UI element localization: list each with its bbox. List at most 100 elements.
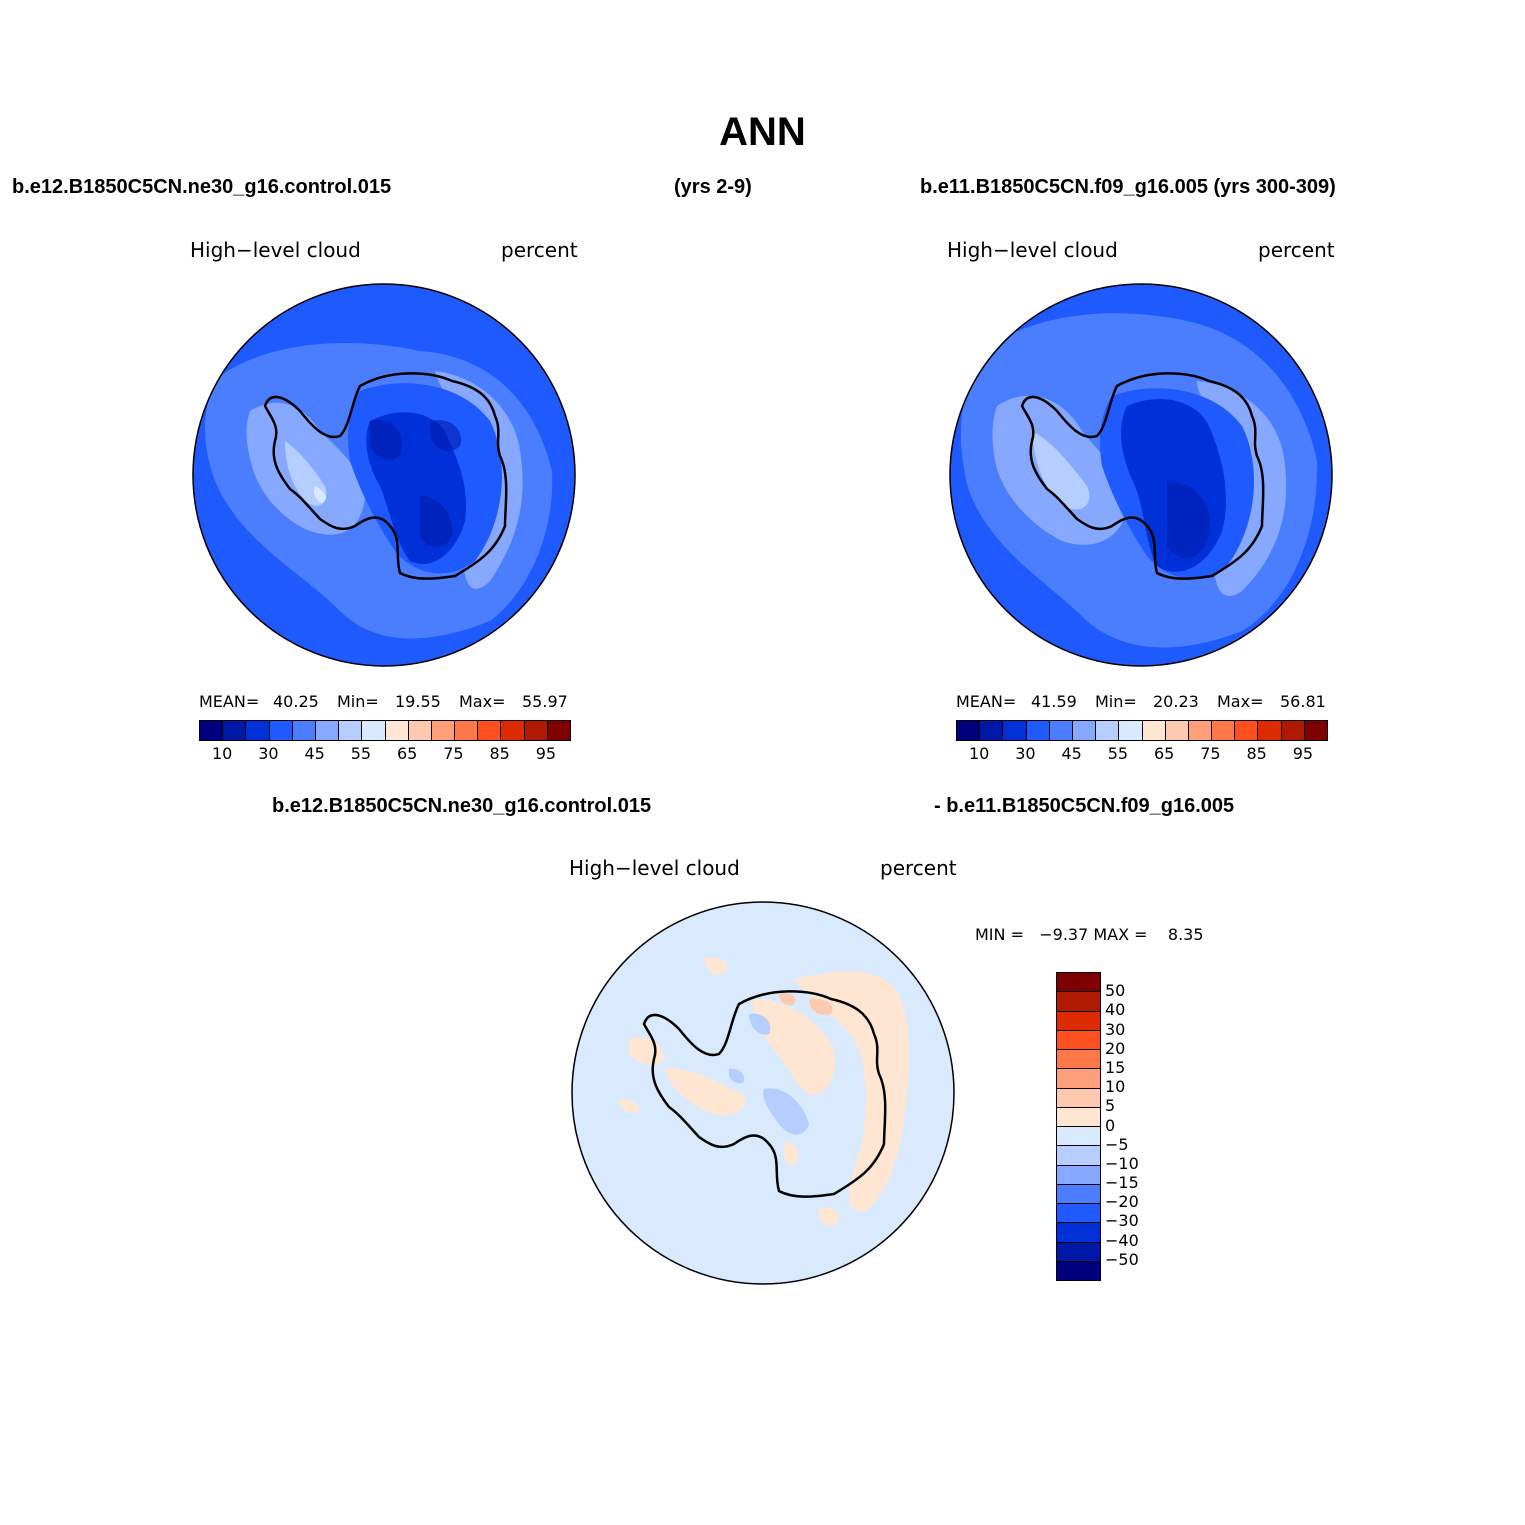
panel2-max-value: 56.81 — [1280, 692, 1326, 711]
diff-colorbar-tick-label: −15 — [1105, 1173, 1139, 1193]
colorbar-swatch — [1188, 721, 1213, 740]
colorbar-swatch — [385, 721, 409, 740]
colorbar-swatch — [1096, 721, 1120, 740]
panel1-units: percent — [501, 238, 578, 262]
colorbar-tick-label: 10 — [968, 744, 990, 763]
colorbar-swatch — [408, 721, 432, 740]
colorbar-tick-label: 55 — [350, 744, 372, 763]
diff-colorbar-swatch — [1057, 1261, 1100, 1280]
diff-colorbar-swatch — [1057, 1242, 1100, 1262]
diff-colorbar-tick-label: 40 — [1105, 1000, 1126, 1020]
map-panel-diff — [571, 901, 955, 1285]
colorbar-tick-label: 10 — [211, 744, 233, 763]
diff-colorbar-tick-label: 15 — [1105, 1057, 1126, 1077]
colorbar-tick-label: 75 — [443, 744, 464, 763]
diff-colorbar-swatch — [1057, 1050, 1100, 1070]
diff-case-right: - b.e11.B1850C5CN.f09_g16.005 — [934, 795, 1235, 817]
diff-colorbar-swatch — [1057, 973, 1100, 993]
diff-colorbar-swatch — [1057, 1223, 1100, 1243]
panel1-max-label: Max= — [459, 692, 506, 711]
colorbar-swatch — [1212, 721, 1236, 740]
diff-colorbar-tick-label: 20 — [1105, 1038, 1126, 1058]
colorbar-tick-label: 85 — [1246, 744, 1267, 763]
panel1-min-label: Min= — [337, 692, 379, 711]
diff-colorbar-tick-label: −30 — [1105, 1211, 1139, 1231]
colorbar-swatch — [223, 721, 247, 740]
colorbar-swatch — [200, 721, 224, 740]
diff-colorbar-tick-label: −10 — [1105, 1153, 1139, 1173]
case1-years: (yrs 2-9) — [674, 176, 752, 198]
diff-colorbar-tick-label: 50 — [1105, 981, 1126, 1001]
main-title: ANN — [719, 110, 806, 154]
diff-colorbar-tick-label: 5 — [1105, 1096, 1116, 1116]
diff-colorbar-swatch — [1057, 1165, 1100, 1185]
colorbar-swatch — [1026, 721, 1050, 740]
colorbar-swatch — [339, 721, 363, 740]
diff-colorbar-swatch — [1057, 1030, 1100, 1050]
colorbar-tick-label: 55 — [1107, 744, 1129, 763]
diff-units: percent — [880, 856, 957, 880]
colorbar-swatch — [524, 721, 548, 740]
colorbar-tick-label: 65 — [1153, 744, 1175, 763]
colorbar-tick-label: 95 — [1292, 744, 1314, 763]
case1-label: b.e12.B1850C5CN.ne30_g16.control.015 — [12, 176, 392, 198]
diff-colorbar-swatch — [1057, 1184, 1100, 1204]
colorbar-1 — [199, 720, 571, 741]
diff-variable: High−level cloud — [569, 856, 740, 880]
colorbar-swatch — [292, 721, 316, 740]
colorbar-swatch — [1235, 721, 1259, 740]
panel2-mean-label: MEAN= — [956, 692, 1017, 711]
diff-colorbar-tick-label: 0 — [1105, 1115, 1116, 1135]
colorbar-tick-label: 75 — [1200, 744, 1221, 763]
panel2-min-value: 20.23 — [1153, 692, 1199, 711]
colorbar-swatch — [1119, 721, 1143, 740]
colorbar-swatch — [431, 721, 456, 740]
diff-colorbar-swatch — [1057, 1107, 1100, 1127]
diff-colorbar-tick-label: −50 — [1105, 1249, 1139, 1269]
colorbar-tick-label: 45 — [304, 744, 325, 763]
colorbar-swatch — [1003, 721, 1027, 740]
map-panel-2 — [949, 283, 1333, 667]
colorbar-swatch — [1049, 721, 1073, 740]
panel2-mean-value: 41.59 — [1031, 692, 1077, 711]
diff-colorbar-swatch — [1057, 1204, 1100, 1224]
panel1-mean-label: MEAN= — [199, 692, 260, 711]
colorbar-swatch — [1281, 721, 1305, 740]
diff-colorbar-swatch — [1057, 1127, 1100, 1147]
colorbar-swatch — [269, 721, 293, 740]
case2-label: b.e11.B1850C5CN.f09_g16.005 (yrs 300-309… — [920, 176, 1336, 198]
diff-colorbar-tick-label: −40 — [1105, 1230, 1139, 1250]
diff-colorbar-swatch — [1057, 1088, 1100, 1108]
colorbar-tick-label: 30 — [1015, 744, 1036, 763]
colorbar-swatch — [501, 721, 525, 740]
panel2-units: percent — [1258, 238, 1335, 262]
colorbar-swatch — [1142, 721, 1166, 740]
panel1-variable: High−level cloud — [190, 238, 361, 262]
diff-colorbar-swatch — [1057, 1069, 1100, 1089]
colorbar-swatch — [1258, 721, 1282, 740]
diff-colorbar-tick-label: 30 — [1105, 1019, 1126, 1039]
diff-case-left: b.e12.B1850C5CN.ne30_g16.control.015 — [272, 795, 652, 817]
colorbar-swatch — [478, 721, 502, 740]
panel1-mean-value: 40.25 — [273, 692, 319, 711]
diff-colorbar-tick-label: −20 — [1105, 1192, 1139, 1212]
colorbar-swatch — [315, 721, 340, 740]
panel2-min-label: Min= — [1095, 692, 1137, 711]
diff-colorbar — [1056, 972, 1101, 1281]
panel2-variable: High−level cloud — [947, 238, 1118, 262]
colorbar-swatch — [362, 721, 386, 740]
colorbar-swatch — [957, 721, 981, 740]
colorbar-tick-label: 95 — [535, 744, 557, 763]
colorbar-swatch — [455, 721, 479, 740]
colorbar-2 — [956, 720, 1328, 741]
map-panel-1 — [192, 283, 576, 667]
colorbar-tick-label: 65 — [396, 744, 418, 763]
panel2-max-label: Max= — [1217, 692, 1264, 711]
colorbar-swatch — [980, 721, 1004, 740]
colorbar-swatch — [547, 721, 570, 740]
diff-colorbar-swatch — [1057, 1011, 1100, 1031]
diff-colorbar-tick-label: 10 — [1105, 1077, 1126, 1097]
colorbar-tick-label: 45 — [1061, 744, 1082, 763]
colorbar-tick-label: 30 — [258, 744, 279, 763]
diff-stats: MIN = −9.37 MAX = 8.35 — [975, 925, 1204, 944]
